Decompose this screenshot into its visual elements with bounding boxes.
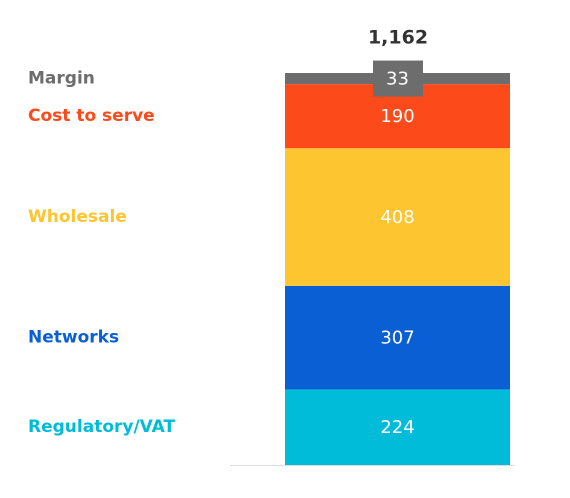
value-label: 408 [380, 207, 414, 228]
total-label: 1,162 [368, 27, 428, 49]
series-label: Networks [28, 328, 119, 348]
bar-segment [285, 389, 510, 465]
series-label: Cost to serve [28, 106, 155, 126]
value-label: 33 [386, 69, 409, 90]
bar-segment [285, 148, 510, 286]
series-label: Regulatory/VAT [28, 417, 176, 437]
series-label: Wholesale [28, 207, 127, 227]
bar-segment [285, 285, 510, 390]
value-label: 307 [380, 328, 414, 349]
value-label: 190 [380, 106, 414, 127]
series-label: Margin [28, 69, 95, 89]
value-label: 224 [380, 417, 414, 438]
value-label-box [373, 60, 423, 97]
